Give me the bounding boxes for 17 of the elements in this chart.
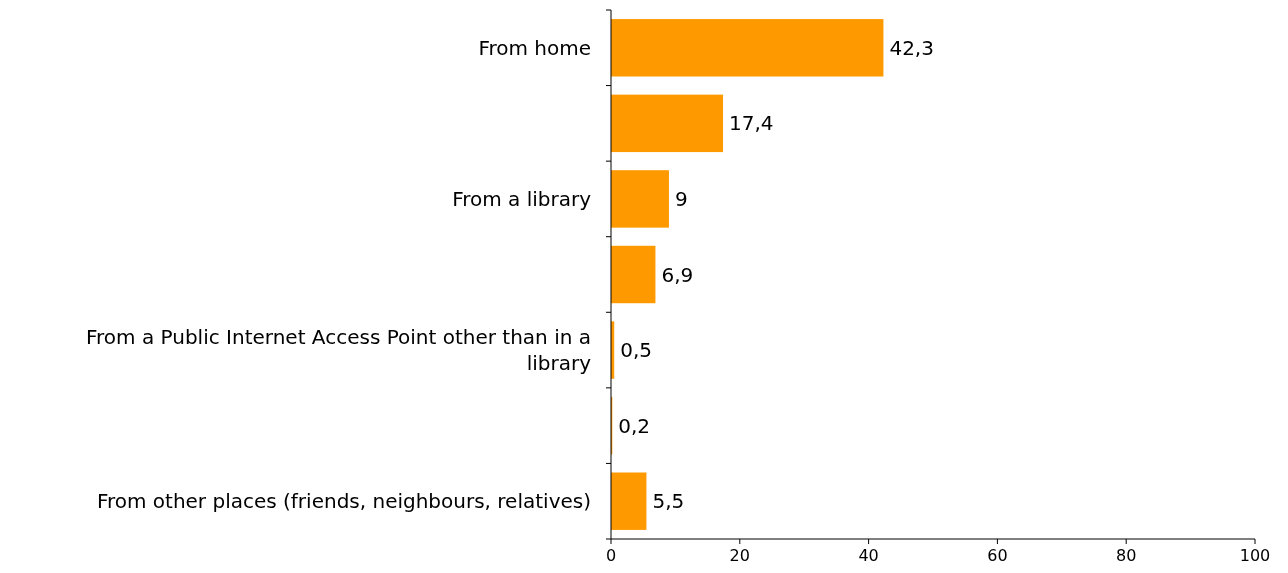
data-label: 5,5 bbox=[652, 489, 685, 514]
x-tick-label: 100 bbox=[1239, 546, 1271, 565]
x-tick-label: 80 bbox=[1116, 546, 1137, 565]
data-label: 17,4 bbox=[729, 111, 774, 136]
data-label: 42,3 bbox=[889, 35, 934, 60]
x-tick-label: 0 bbox=[605, 546, 617, 565]
data-label: 0,2 bbox=[618, 413, 651, 438]
y-tick-label: From a library bbox=[452, 186, 592, 211]
y-tick-label: From a Public Internet Access Point other than in a library bbox=[86, 325, 592, 376]
data-label: 9 bbox=[674, 186, 688, 211]
x-tick-label: 20 bbox=[729, 546, 750, 565]
data-label: 6,9 bbox=[661, 262, 694, 287]
x-tick-label: 40 bbox=[858, 546, 879, 565]
x-tick-label: 60 bbox=[987, 546, 1008, 565]
y-tick-label: From home bbox=[478, 35, 591, 60]
data-label: 0,5 bbox=[620, 338, 653, 363]
y-tick-label: From other places (friends, neighbours, relatives) bbox=[96, 489, 591, 514]
